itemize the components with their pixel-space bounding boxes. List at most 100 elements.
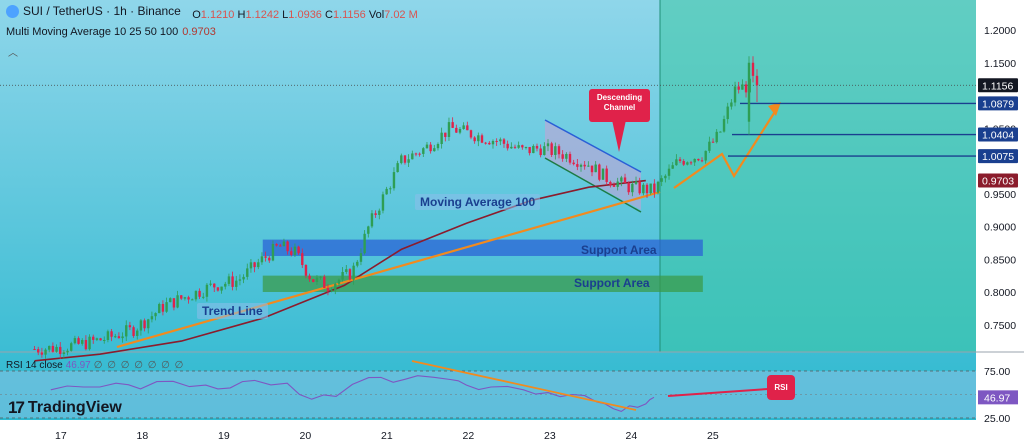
candle-body [231,276,234,287]
candle-body [216,287,220,291]
candle-body [330,290,333,292]
descending-channel-callout: Descending Channel [589,89,650,122]
candle-body [722,119,726,132]
candle-body [440,132,443,145]
time-tick-label: 19 [218,430,230,442]
candle-body [583,164,586,167]
candle-body [381,194,385,211]
time-tick-label: 17 [55,430,67,442]
ma-indicator-value: 0.9703 [182,26,216,38]
candle-body [121,336,124,339]
candle-body [172,298,176,308]
candle-body [385,188,388,195]
candle-body [290,251,293,255]
candle-body [755,75,759,86]
candle-body [418,153,421,155]
candle-body [326,287,330,291]
rsi-trend-line [411,360,637,411]
candle-body [517,145,520,148]
candle-body [751,62,755,76]
price-tick-label: 0.9500 [984,189,1016,201]
candle-body [139,320,143,331]
projection-path [673,109,777,189]
candle-body [477,135,480,142]
candle-body [587,165,590,167]
descending-channel-fill [545,120,641,210]
candle-body [458,128,462,133]
price-tick-label: 0.8000 [984,287,1016,299]
candle-body [275,243,278,246]
tradingview-branding: 17 TradingView [8,398,122,418]
time-tick-label: 18 [137,430,149,442]
ma-indicator-header[interactable]: Multi Moving Average 10 25 50 100 0.9703 [6,26,216,38]
candle-body [257,262,260,268]
candle-body [528,146,531,154]
chart-header: SUI / TetherUS · 1h · Binance O1.1210 H1… [6,4,418,21]
candle-body [590,165,594,173]
candle-body [227,276,231,284]
time-tick-label: 25 [707,430,719,442]
candle-body [389,188,392,190]
candle-body [568,153,572,163]
rsi-header-zeros: ∅ ∅ ∅ ∅ ∅ ∅ ∅ [93,360,185,371]
rsi-tick-label: 75.00 [984,366,1010,378]
candle-body [99,338,102,341]
candle-body [429,144,432,152]
candle-body [114,336,117,338]
candle-body [407,159,410,163]
candle-body [128,325,132,328]
ohlc-readout: O1.1210 H1.1242 L1.0936 C1.1156 Vol7.02 … [192,9,418,21]
candle-body [279,245,282,247]
sui-coin-icon [6,4,19,18]
candle-body [59,346,62,354]
close-key: C [325,8,333,21]
candle-body [202,296,205,298]
candle-body [158,303,161,314]
candle-body [594,164,597,173]
candle-body [161,303,165,312]
candle-body [194,290,198,300]
candle-body [411,153,414,160]
rsi-callout-line [667,388,769,397]
rsi-tick-label: 25.00 [984,413,1010,425]
candle-body [601,168,605,180]
candle-body [253,262,256,268]
candle-body [708,141,711,151]
low-key: L [282,8,289,21]
candle-body [491,140,495,145]
ma-indicator-label: Multi Moving Average 10 25 50 100 [6,26,179,38]
candle-body [436,144,440,149]
rsi-band [0,371,976,418]
price-level-tag-bg [978,149,1018,164]
candle-body [598,164,601,180]
candle-body [741,84,744,90]
symbol[interactable]: SUI / TetherUS · 1h · Binance [6,4,181,18]
callout-pointer [612,120,626,152]
candle-body [198,290,201,297]
candle-body [356,261,359,266]
candle-body [678,159,682,162]
candle-body [51,345,55,352]
collapse-chevron-icon[interactable]: ︿ [8,48,18,59]
candle-body [711,141,715,143]
candle-body [260,256,264,263]
rsi-header[interactable]: RSI 14 close 46.97 ∅ ∅ ∅ ∅ ∅ ∅ ∅ [6,360,184,371]
candle-body [315,277,319,282]
rsi-header-value: 46.97 [65,360,91,371]
candle-body [502,139,506,144]
candle-body [209,283,212,285]
candle-body [169,298,172,303]
candle-body [653,183,656,193]
candle-body [631,183,634,193]
candle-body [242,276,245,280]
candle-body [634,181,638,184]
projection-arrowhead [768,102,781,116]
candle-body [374,213,377,215]
candle-body [612,184,616,187]
price-level-tag-bg [978,96,1018,111]
price-tick-label: 0.7500 [984,320,1016,332]
candle-body [715,131,718,143]
trend-line [116,190,661,349]
high-value: 1.1242 [245,8,280,21]
